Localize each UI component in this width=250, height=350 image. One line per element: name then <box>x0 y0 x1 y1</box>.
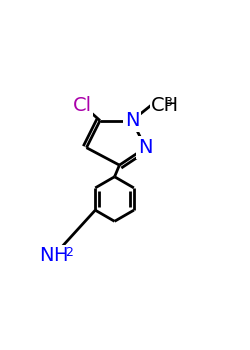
Bar <box>138 142 153 153</box>
Text: Cl: Cl <box>73 96 92 114</box>
Text: N: N <box>138 138 153 157</box>
Text: N: N <box>39 246 53 265</box>
Bar <box>125 115 139 126</box>
Text: CH: CH <box>152 96 180 114</box>
Text: H: H <box>54 246 68 265</box>
Text: N: N <box>125 111 139 130</box>
Text: 2: 2 <box>66 246 74 259</box>
Text: 3: 3 <box>164 96 172 108</box>
